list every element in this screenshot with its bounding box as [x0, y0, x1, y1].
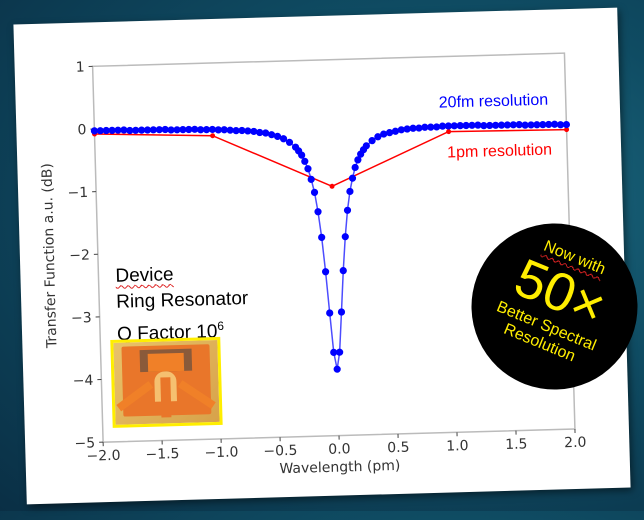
- legend-1pm: 1pm resolution: [447, 142, 552, 163]
- x-axis-label: Wavelength (pm): [279, 458, 400, 477]
- x-tick-label: 0.5: [387, 440, 410, 457]
- series-20fm-point: [346, 188, 353, 195]
- series-20fm-point: [322, 268, 329, 275]
- device-label: Device: [115, 260, 248, 290]
- resolution-badge: Now with 50× Better Spectral Resolution: [469, 221, 640, 392]
- series-1pm-point: [446, 129, 451, 134]
- series-20fm-point: [318, 234, 325, 241]
- q-factor-exponent: 6: [217, 319, 224, 333]
- x-tick-label: 1.0: [446, 438, 469, 455]
- y-tick-label: −2: [69, 247, 90, 264]
- series-20fm-point: [342, 233, 349, 240]
- series-1pm-point: [329, 184, 334, 189]
- series-20fm-point: [311, 189, 318, 196]
- series-20fm-point: [351, 164, 358, 171]
- y-tick-label: −3: [71, 310, 92, 327]
- legend-20fm-label: 20fm resolution: [439, 92, 549, 112]
- y-tick-label: −4: [73, 373, 94, 390]
- x-tick-label: −1.5: [145, 446, 179, 463]
- series-20fm-point: [314, 208, 321, 215]
- series-20fm-point: [333, 365, 340, 372]
- device-annotation: Device Ring Resonator Q Factor 106: [115, 260, 249, 348]
- x-tick-label: 0.0: [328, 441, 351, 458]
- ring-resonator-chip-image: [110, 337, 222, 428]
- series-20fm-point: [326, 309, 333, 316]
- series-20fm-point: [301, 158, 308, 165]
- y-axis-label: Transfer Function a.u. (dB): [39, 163, 60, 349]
- series-1pm-point: [210, 133, 215, 138]
- y-tick-label: −5: [74, 435, 95, 452]
- y-tick-label: 1: [76, 60, 85, 76]
- legend-20fm: 20fm resolution: [439, 92, 549, 113]
- x-tick-label: −0.5: [263, 443, 297, 460]
- x-tick-label: 2.0: [564, 435, 587, 452]
- y-tick-label: 0: [77, 122, 86, 138]
- x-tick-label: 1.5: [505, 436, 528, 453]
- series-20fm-point: [336, 348, 343, 355]
- device-type: Ring Resonator: [116, 286, 249, 316]
- y-tick-label: −1: [67, 185, 88, 202]
- series-20fm-point: [304, 165, 311, 172]
- series-20fm-point: [340, 267, 347, 274]
- legend-1pm-label: 1pm resolution: [447, 142, 552, 162]
- series-20fm-point: [563, 121, 570, 128]
- series-20fm-point: [344, 207, 351, 214]
- series-20fm-point: [338, 308, 345, 315]
- x-tick-label: −1.0: [204, 444, 238, 461]
